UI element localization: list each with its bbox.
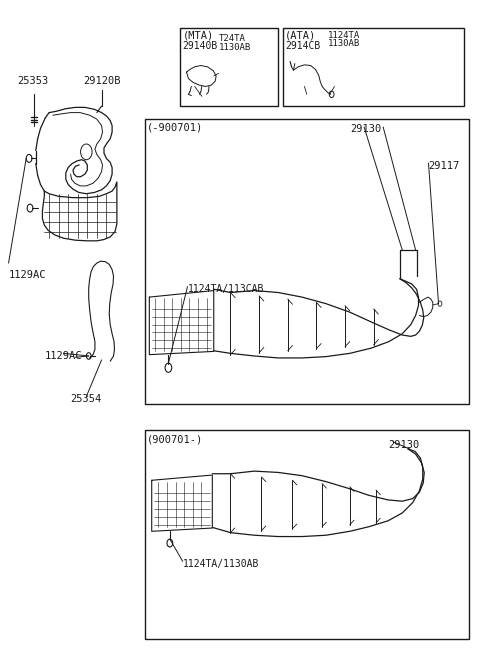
Text: 1129AC: 1129AC bbox=[9, 269, 46, 280]
Text: 29117: 29117 bbox=[429, 161, 460, 171]
Bar bbox=[144, 119, 469, 404]
Text: T24TA: T24TA bbox=[218, 34, 245, 43]
Text: 25353: 25353 bbox=[17, 76, 48, 87]
Bar bbox=[180, 28, 278, 106]
Bar bbox=[144, 430, 469, 639]
Text: 25354: 25354 bbox=[71, 394, 102, 404]
Text: 29130: 29130 bbox=[350, 124, 381, 135]
Text: 2914CB: 2914CB bbox=[285, 41, 321, 51]
Text: (900701-): (900701-) bbox=[147, 434, 203, 445]
Text: (-900701): (-900701) bbox=[147, 122, 203, 133]
Text: 29140B: 29140B bbox=[183, 41, 218, 51]
Text: (MTA): (MTA) bbox=[183, 31, 214, 41]
Text: 29130: 29130 bbox=[388, 440, 419, 450]
Text: 1124TA: 1124TA bbox=[328, 31, 360, 40]
Text: 1124TA/1130AB: 1124TA/1130AB bbox=[183, 559, 259, 569]
Text: 1129AC: 1129AC bbox=[45, 351, 82, 361]
Bar bbox=[283, 28, 464, 106]
Text: 1130AB: 1130AB bbox=[328, 39, 360, 49]
Text: 1130AB: 1130AB bbox=[218, 43, 251, 52]
Text: 29120B: 29120B bbox=[83, 76, 120, 87]
Text: (ATA): (ATA) bbox=[285, 31, 317, 41]
Text: 1124TA/113CAB: 1124TA/113CAB bbox=[188, 284, 264, 294]
